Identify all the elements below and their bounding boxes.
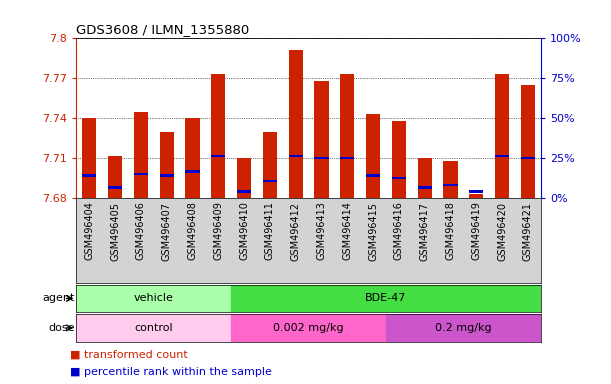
Bar [314,157,329,159]
Bar [237,158,251,198]
Text: GSM496417: GSM496417 [420,202,430,260]
Bar [288,154,303,157]
Text: control: control [134,323,173,333]
Text: GSM496411: GSM496411 [265,202,275,260]
Bar [392,177,406,179]
Bar [521,85,535,198]
Bar [444,161,458,198]
Bar [314,81,329,198]
Text: GSM496412: GSM496412 [291,202,301,260]
Text: GSM496405: GSM496405 [110,202,120,260]
Bar [76,314,231,342]
Bar [340,74,354,198]
Text: GSM496415: GSM496415 [368,202,378,260]
Text: GSM496414: GSM496414 [342,202,353,260]
Bar [263,132,277,198]
Bar [366,174,380,177]
Bar [76,285,231,312]
Text: GSM496409: GSM496409 [213,202,223,260]
Bar [366,114,380,198]
Bar [521,157,535,159]
Bar [185,118,200,198]
Bar [185,170,200,172]
Bar [417,158,432,198]
Bar [108,156,122,198]
Bar [82,118,97,198]
Text: GSM496420: GSM496420 [497,202,507,260]
Bar [237,190,251,192]
Text: GSM496410: GSM496410 [239,202,249,260]
Text: 0.002 mg/kg: 0.002 mg/kg [273,323,344,333]
Bar [211,154,225,157]
Text: BDE-47: BDE-47 [365,293,407,303]
Text: GSM496421: GSM496421 [523,202,533,260]
Text: GSM496408: GSM496408 [188,202,197,260]
Bar [495,74,509,198]
Text: GSM496407: GSM496407 [162,202,172,260]
Text: GSM496419: GSM496419 [471,202,481,260]
Text: GSM496416: GSM496416 [394,202,404,260]
Text: 0.2 mg/kg: 0.2 mg/kg [435,323,492,333]
Bar [495,154,509,157]
Text: GSM496418: GSM496418 [445,202,455,260]
Bar [159,132,174,198]
Bar [340,157,354,159]
Bar [231,314,386,342]
Text: GSM496413: GSM496413 [316,202,326,260]
Text: GSM496406: GSM496406 [136,202,146,260]
Bar [417,187,432,189]
Bar [444,184,458,186]
Bar [134,112,148,198]
Text: dose: dose [49,323,75,333]
Bar [392,121,406,198]
Bar [134,173,148,175]
Bar [263,180,277,182]
Text: GDS3608 / ILMN_1355880: GDS3608 / ILMN_1355880 [76,23,250,36]
Text: GSM496404: GSM496404 [84,202,94,260]
Bar [386,314,541,342]
Text: ■ transformed count: ■ transformed count [70,349,188,359]
Bar [288,50,303,198]
Bar [159,174,174,177]
Bar [108,187,122,189]
Text: vehicle: vehicle [134,293,174,303]
Bar [469,194,483,198]
Bar [469,190,483,192]
Bar [82,174,97,177]
Bar [211,74,225,198]
Text: agent: agent [43,293,75,303]
Bar [231,285,541,312]
Text: ■ percentile rank within the sample: ■ percentile rank within the sample [70,367,272,377]
